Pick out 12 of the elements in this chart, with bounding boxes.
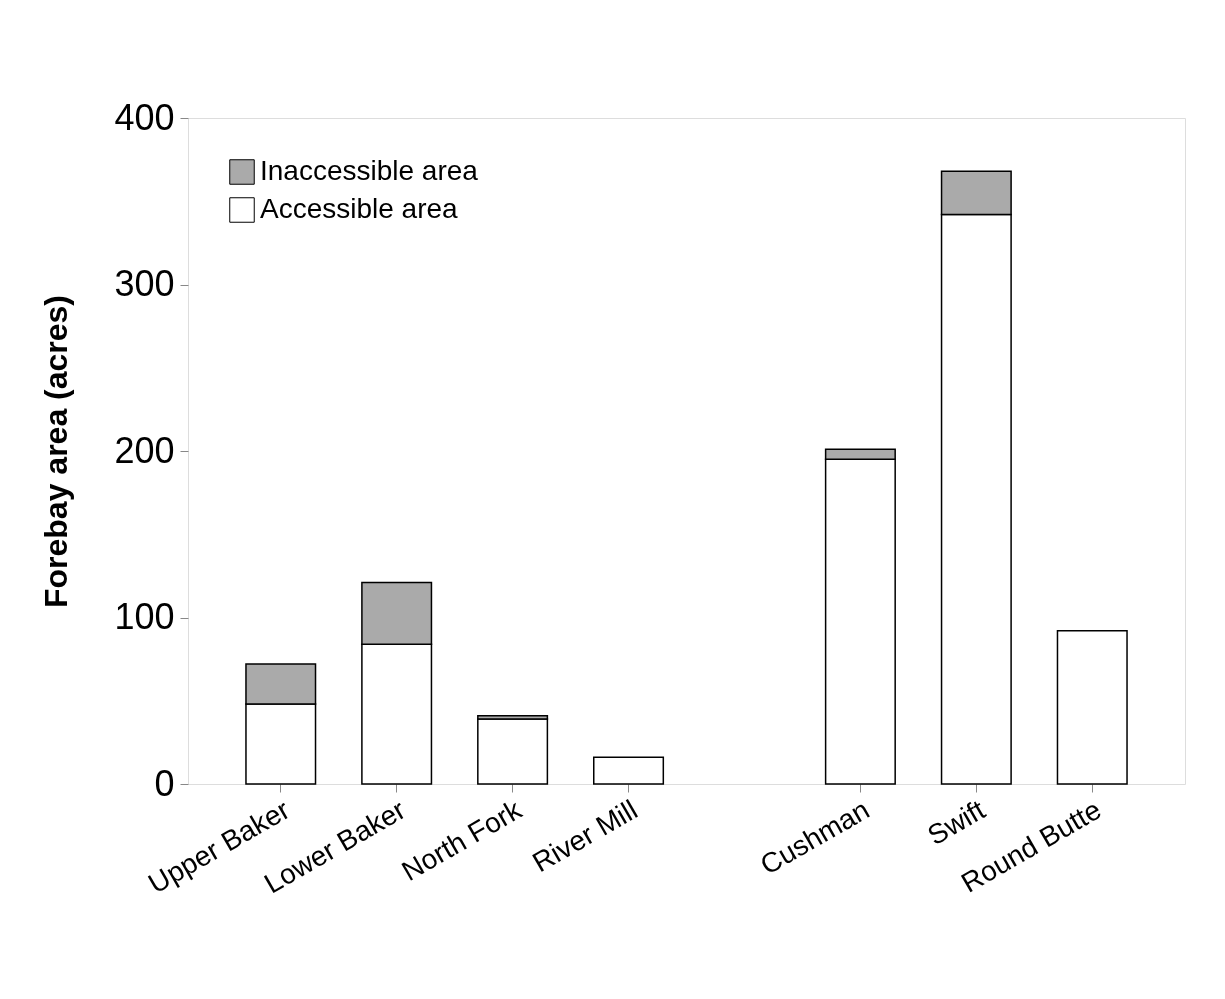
bar: [477, 718, 549, 785]
y-tick-label: 300: [114, 263, 175, 304]
y-axis-title: Forebay area (acres): [38, 294, 75, 609]
y-tick-label: 400: [114, 96, 175, 138]
legend-label: Accessible area: [260, 193, 459, 224]
x-tick-label: River Mill: [527, 793, 643, 879]
y-tick-label: 0: [154, 762, 175, 804]
bar: [593, 756, 665, 785]
y-tick-label: 100: [114, 596, 175, 637]
bar: [1056, 630, 1128, 785]
legend-label: Inaccessible area: [260, 155, 479, 186]
y-tick-label: 200: [114, 429, 175, 471]
